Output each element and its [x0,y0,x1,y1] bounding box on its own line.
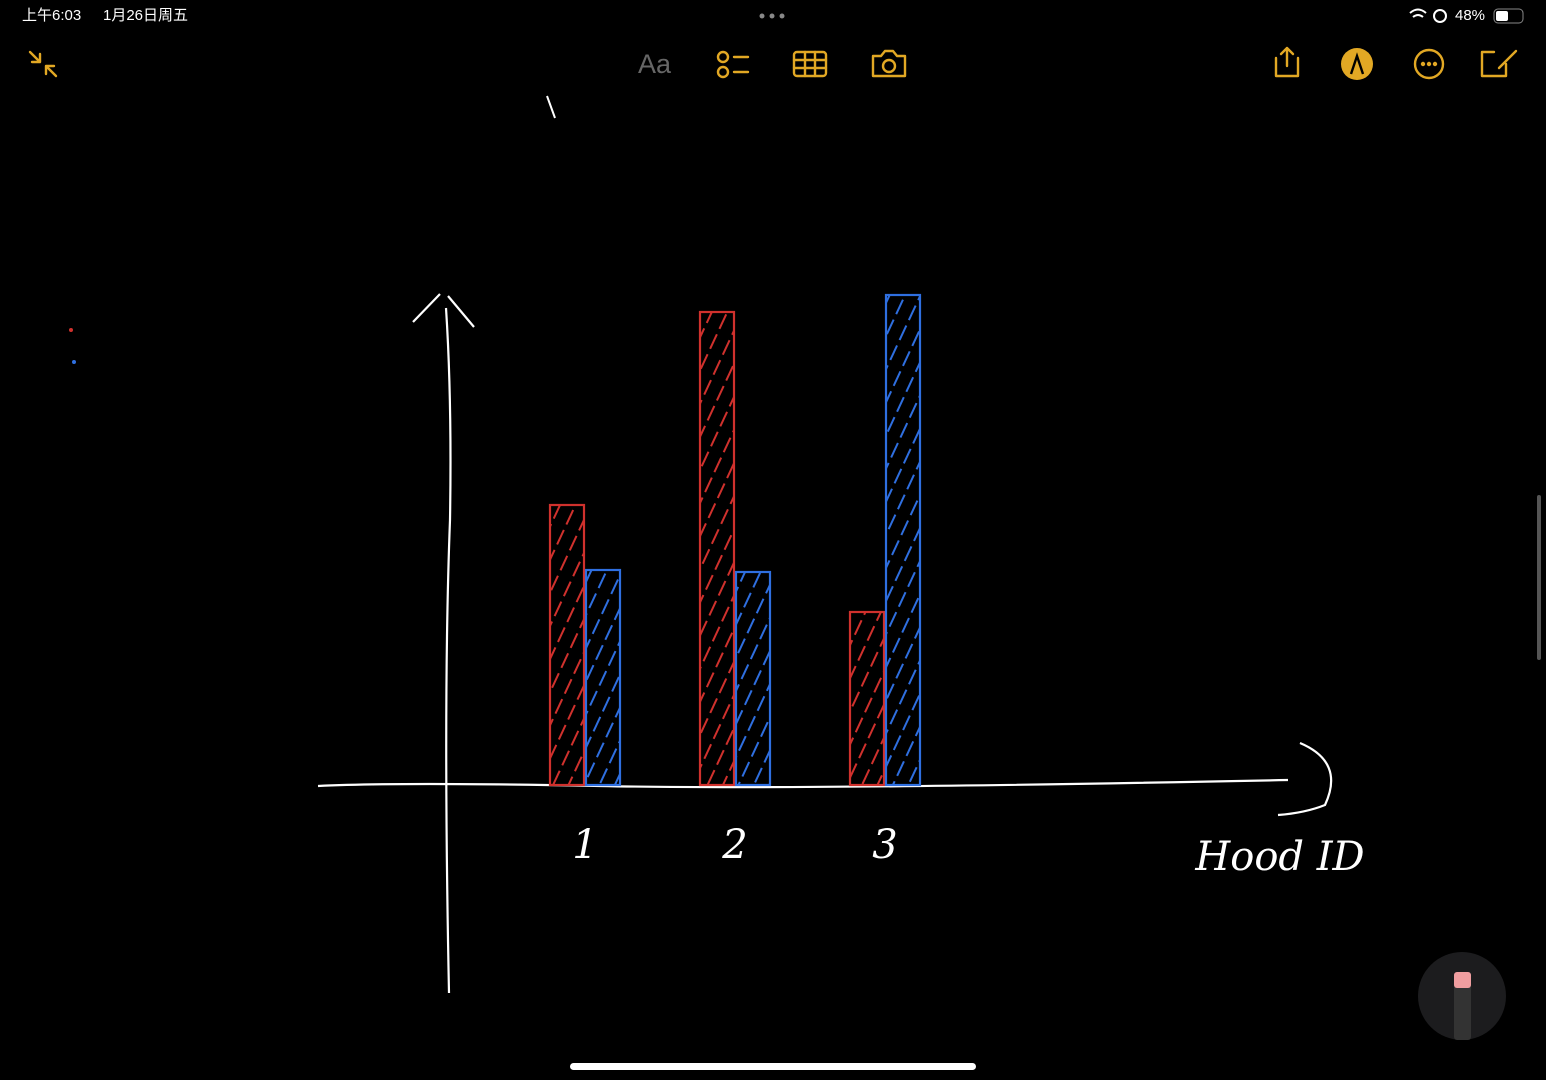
y-arrow [412,293,475,328]
multitask-dots[interactable] [759,13,785,19]
table-button[interactable] [792,50,828,78]
x-axis-label: Hood ID [1194,834,1364,880]
plot: 1 2 3 [548,293,922,868]
lock-icon [1433,9,1447,23]
markup-glyph [1349,52,1365,75]
battery-text: 48% [1455,7,1485,24]
pencil-tip [1454,972,1471,988]
dot [72,360,76,364]
compose-button[interactable] [1480,49,1518,78]
status-time: 上午6:03 [22,7,81,24]
x-axis [317,778,1289,789]
markup-button[interactable] [1341,48,1373,80]
battery-level [1496,11,1508,21]
bar [698,310,736,787]
x-arrow [1277,741,1333,817]
bar [584,568,622,787]
status-date: 1月26日周五 [103,7,188,24]
stroke [546,95,556,119]
collapse-button[interactable] [28,50,58,78]
x-tick-label: 2 [721,822,747,868]
x-tick-label: 1 [572,822,597,868]
scrollbar [1537,495,1541,660]
bar [548,503,586,787]
y-axis [444,307,452,994]
battery-icon [1493,8,1524,24]
wifi-icon [1409,8,1427,18]
dot [69,328,73,332]
home-indicator [570,1063,976,1070]
checklist-button[interactable] [716,50,750,79]
format-button[interactable]: Aa [638,49,672,79]
more-button[interactable] [1413,48,1445,80]
x-tick-label: 3 [872,822,897,868]
camera-button[interactable] [871,49,907,78]
bar [848,610,886,787]
bar [734,570,772,787]
share-button[interactable] [1274,46,1300,78]
pencil-body [1454,972,1471,1040]
bar [884,293,922,787]
